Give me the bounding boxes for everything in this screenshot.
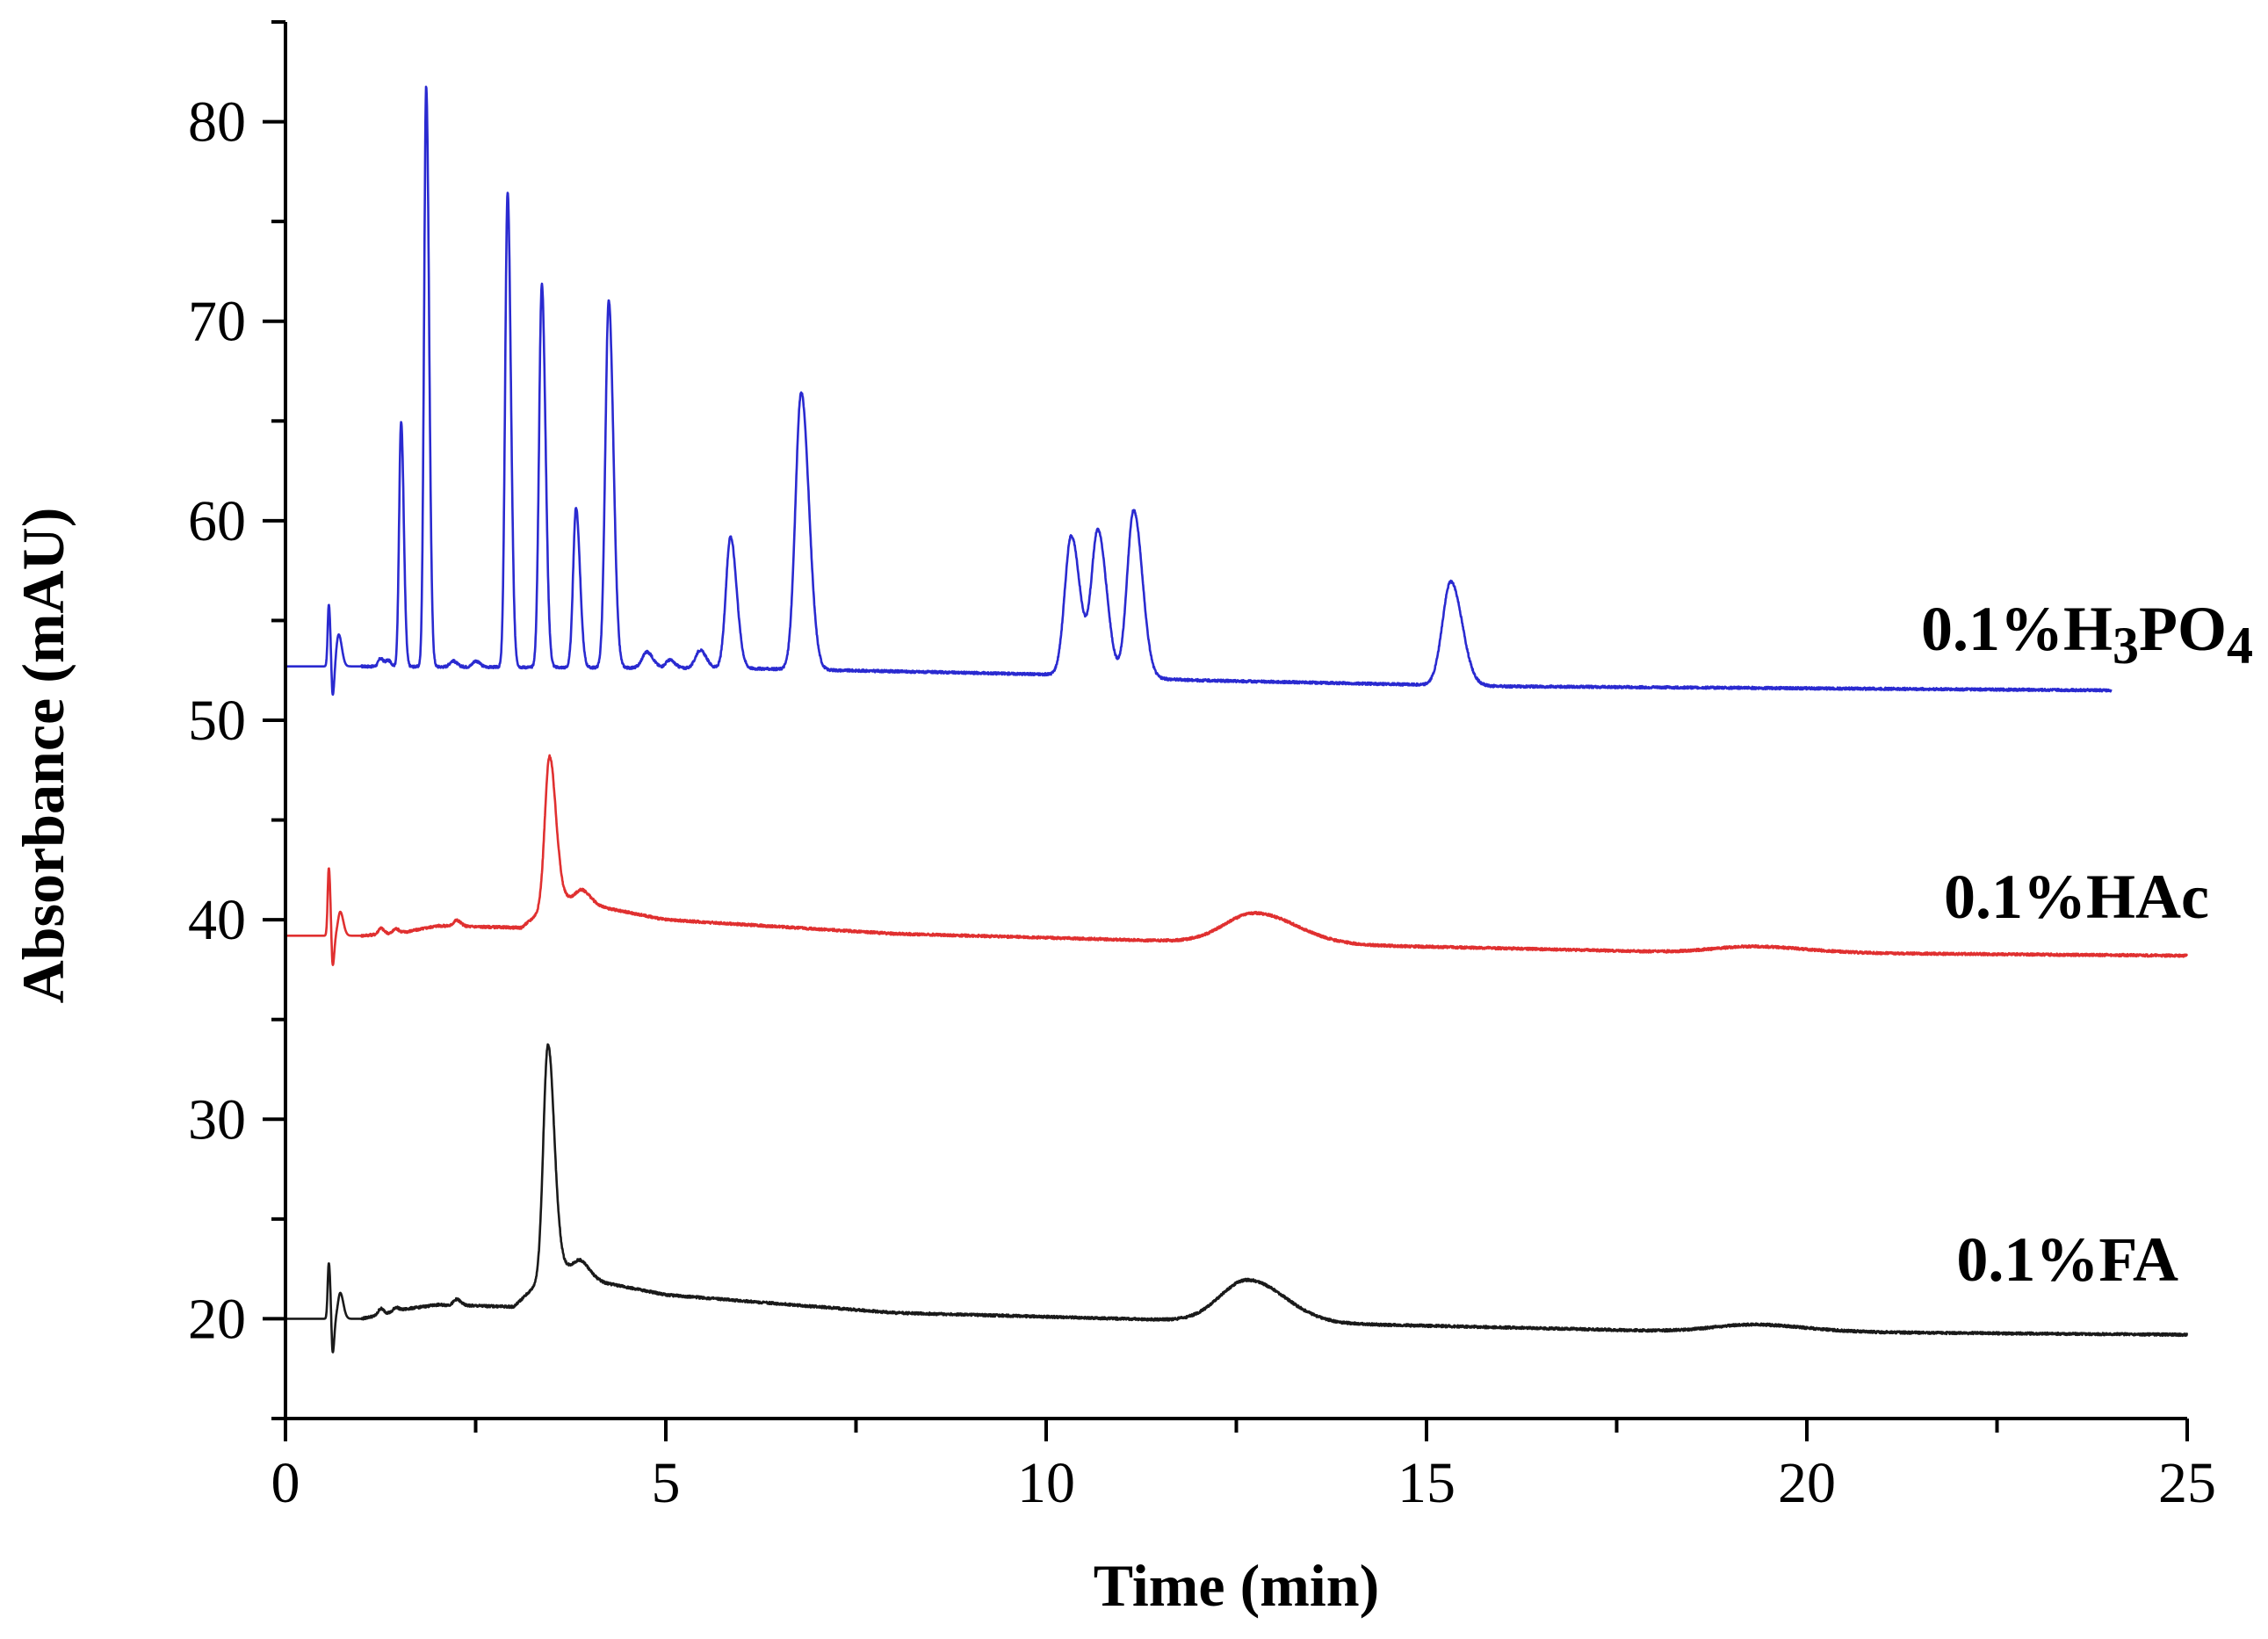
traces (284, 85, 2189, 1354)
trace-1 (284, 754, 2188, 966)
x-tick-label: 5 (652, 1451, 681, 1515)
y-tick-label: 80 (188, 90, 246, 155)
x-ticks: 0 5 10 15 20 25 (271, 1419, 2216, 1515)
x-tick-label: 20 (1778, 1451, 1836, 1515)
x-axis-title: Time (min) (1094, 1552, 1380, 1619)
x-tick-label: 25 (2158, 1451, 2216, 1515)
y-tick-label: 60 (188, 489, 246, 553)
y-tick-label: 20 (188, 1287, 246, 1351)
y-ticks: 20 30 40 50 60 70 80 (188, 20, 285, 1420)
x-tick-label: 10 (1017, 1451, 1075, 1515)
series-label-h3po4: 0.1%H3PO4 (1921, 594, 2253, 675)
trace-2 (284, 1043, 2189, 1354)
x-tick-label: 0 (271, 1451, 300, 1515)
series-labels: 0.1%H3PO4 0.1%HAc 0.1%FA (1921, 594, 2253, 1295)
trace-0 (284, 85, 2113, 697)
x-tick-label: 15 (1398, 1451, 1455, 1515)
y-tick-label: 30 (188, 1087, 246, 1152)
y-tick-label: 70 (188, 290, 246, 354)
series-label-fa: 0.1%FA (1956, 1224, 2178, 1295)
y-axis-title: Absorbance (mAU) (10, 508, 76, 1004)
y-tick-label: 40 (188, 888, 246, 952)
series-label-hac: 0.1%HAc (1944, 862, 2209, 932)
y-tick-label: 50 (188, 689, 246, 753)
